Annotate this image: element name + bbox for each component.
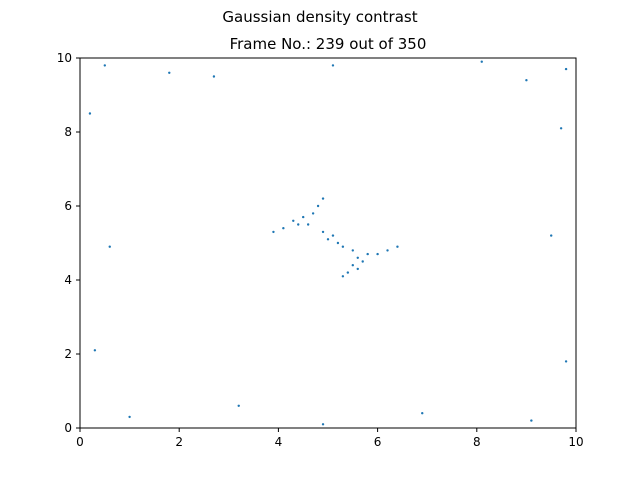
data-point — [564, 360, 568, 363]
data-point — [336, 241, 340, 245]
x-tick-label: 10 — [568, 435, 583, 449]
data-point — [346, 271, 350, 274]
data-point — [237, 404, 240, 407]
data-point — [311, 212, 315, 215]
plot-frame — [79, 57, 577, 429]
data-points — [88, 60, 568, 426]
data-point — [168, 71, 171, 75]
data-point — [321, 230, 325, 234]
data-point — [341, 275, 345, 278]
data-point — [525, 79, 528, 82]
data-point — [321, 423, 325, 426]
y-tick-label: 8 — [64, 125, 72, 139]
data-point — [386, 249, 389, 252]
data-point — [480, 60, 483, 63]
x-tick-label: 6 — [374, 435, 382, 449]
data-point — [103, 64, 107, 67]
plot-area — [80, 58, 576, 428]
data-point — [326, 238, 330, 241]
data-point — [564, 67, 568, 71]
data-point — [356, 267, 359, 271]
data-point — [396, 245, 399, 248]
data-point — [88, 112, 92, 115]
y-tick-label: 10 — [57, 51, 72, 65]
data-point — [108, 245, 111, 248]
data-point — [292, 219, 295, 222]
x-tick-label: 4 — [275, 435, 283, 449]
chart-title: Frame No.: 239 out of 350 — [230, 35, 427, 53]
data-point — [302, 215, 305, 219]
data-point — [93, 349, 97, 352]
data-point — [356, 256, 359, 259]
data-point — [128, 415, 131, 419]
y-tick-label: 4 — [64, 273, 72, 287]
data-point — [306, 223, 310, 226]
data-point — [272, 230, 275, 234]
data-point — [331, 234, 335, 237]
data-point — [550, 234, 553, 237]
data-point — [341, 245, 345, 248]
data-point — [530, 419, 533, 422]
x-tick-label: 8 — [473, 435, 481, 449]
data-point — [282, 227, 285, 230]
data-point — [366, 252, 369, 256]
data-point — [421, 412, 424, 415]
data-point — [297, 223, 300, 226]
data-point — [351, 249, 354, 252]
data-point — [331, 64, 335, 67]
x-tick-label: 0 — [76, 435, 84, 449]
y-tick-label: 2 — [64, 347, 72, 361]
axis-ticks: 0 2 4 6 8 10 0 2 4 6 8 10 — [57, 51, 584, 449]
data-point — [316, 204, 320, 208]
y-tick-label: 6 — [64, 199, 72, 213]
data-point — [361, 260, 364, 263]
chart-suptitle: Gaussian density contrast — [222, 8, 417, 26]
data-point — [321, 197, 325, 200]
x-tick-label: 2 — [175, 435, 183, 449]
data-point — [559, 127, 563, 130]
data-point — [376, 252, 379, 256]
data-point — [351, 264, 354, 267]
data-point — [212, 75, 216, 78]
y-tick-label: 0 — [64, 421, 72, 435]
